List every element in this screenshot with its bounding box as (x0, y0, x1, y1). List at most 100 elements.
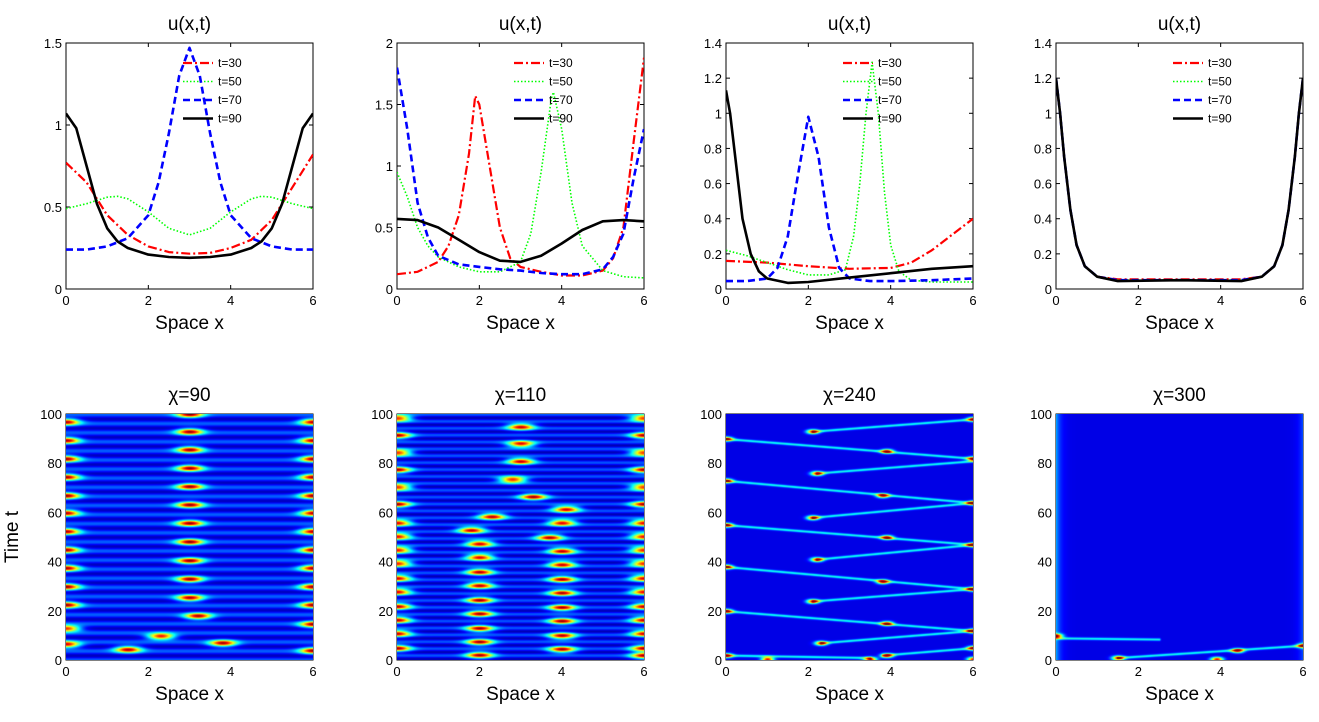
y-tick-label: 0.6 (704, 177, 722, 192)
x-tick-label: 2 (145, 293, 152, 308)
legend-label: t=30 (549, 56, 573, 70)
chart-title: u(x,t) (499, 14, 542, 35)
line-chart-4: u(x,t) Space x 0 2 4 6 0 0.2 0.4 0.6 0.8 1 1.2 1.4 t=3… (1034, 14, 1307, 334)
series-line-t-70 (66, 46, 313, 251)
x-tick-label: 6 (1299, 293, 1306, 308)
y-tick-label: 0.5 (44, 200, 62, 215)
y-tick-label: 20 (1038, 604, 1052, 619)
series-line-t-90 (726, 90, 973, 285)
y-tick-label: 1 (715, 106, 722, 121)
x-tick-label: 4 (558, 293, 565, 308)
series-line-t-30 (726, 217, 973, 270)
series-line-t-90 (66, 112, 313, 260)
series-line-t-30 (1056, 79, 1303, 281)
y-tick-label: 0.8 (704, 141, 722, 156)
series-line-t-90 (397, 217, 644, 264)
x-tick-label: 4 (227, 664, 234, 679)
x-tick-label: 0 (393, 293, 400, 308)
series-line-t-70 (1056, 77, 1303, 282)
y-tick-label: 40 (48, 555, 62, 570)
x-tick-label: 2 (476, 664, 483, 679)
x-tick-label: 6 (309, 293, 316, 308)
x-tick-label: 6 (969, 664, 976, 679)
x-tick-label: 0 (393, 664, 400, 679)
y-tick-label: 0.2 (1034, 247, 1052, 262)
series-line-t-50 (1056, 78, 1303, 281)
legend-label: t=90 (1208, 112, 1232, 126)
legend-label: t=50 (549, 75, 573, 89)
series-line-t-30 (66, 153, 313, 255)
y-tick-label: 100 (1030, 407, 1052, 422)
series-line-t-50 (397, 91, 644, 279)
axes-box (65, 42, 314, 290)
y-tick-label: 0.2 (704, 247, 722, 262)
legend-label: t=90 (549, 112, 573, 126)
y-tick-label: 0.5 (375, 221, 393, 236)
chart-title: u(x,t) (1158, 14, 1201, 35)
y-tick-label: 0.4 (704, 212, 722, 227)
x-tick-label: 0 (62, 293, 69, 308)
x-axis-label: Space x (155, 684, 224, 705)
x-tick-label: 2 (805, 664, 812, 679)
y-tick-label: 60 (708, 505, 722, 520)
x-tick-label: 0 (1052, 664, 1059, 679)
y-tick-label: 2 (386, 36, 393, 51)
legend-label: t=70 (1208, 93, 1232, 107)
heatmap-image (66, 414, 313, 660)
chart-title: χ=240 (823, 385, 876, 406)
x-axis-label: Space x (1145, 313, 1214, 334)
x-tick-label: 6 (640, 293, 647, 308)
y-tick-label: 20 (708, 604, 722, 619)
legend-label: t=50 (1208, 75, 1232, 89)
x-tick-label: 0 (62, 664, 69, 679)
y-tick-label: 100 (371, 407, 393, 422)
y-tick-label: 0 (1045, 653, 1052, 668)
y-tick-label: 20 (48, 604, 62, 619)
legend-label: t=70 (549, 93, 573, 107)
y-tick-label: 1 (55, 118, 62, 133)
legend-label: t=30 (1208, 56, 1232, 70)
x-axis-label: Space x (815, 684, 884, 705)
x-tick-label: 6 (309, 664, 316, 679)
chart-title: u(x,t) (828, 14, 871, 35)
y-tick-label: 0 (55, 653, 62, 668)
y-tick-label: 1 (386, 159, 393, 174)
x-tick-label: 0 (1052, 293, 1059, 308)
series-line-t-90 (1056, 77, 1303, 283)
x-axis-label: Space x (486, 684, 555, 705)
chart-title: χ=90 (168, 385, 210, 406)
line-chart-3: u(x,t) Space x 0 2 4 6 0 0.2 0.4 0.6 0.8 1 1.2 1.4 t=3… (704, 14, 977, 334)
legend-label: t=90 (878, 112, 902, 126)
y-tick-label: 60 (1038, 505, 1052, 520)
heatmap-image (397, 414, 644, 660)
x-tick-label: 6 (1299, 664, 1306, 679)
y-tick-label: 1.2 (1034, 71, 1052, 86)
x-tick-label: 2 (1135, 293, 1142, 308)
x-tick-label: 4 (558, 664, 565, 679)
y-tick-label: 0 (55, 282, 62, 297)
y-tick-label: 1 (1045, 106, 1052, 121)
x-tick-label: 4 (887, 293, 894, 308)
heatmap-image (1056, 414, 1303, 660)
x-tick-label: 2 (476, 293, 483, 308)
x-tick-label: 6 (640, 664, 647, 679)
y-tick-label: 0 (715, 282, 722, 297)
line-chart-1: u(x,t) Space x 0 2 4 6 0 0.5 1 1.5 t=30 t=50 t=70 t=9… (44, 14, 317, 334)
x-tick-label: 2 (805, 293, 812, 308)
legend-label: t=70 (878, 93, 902, 107)
x-tick-label: 0 (722, 664, 729, 679)
x-tick-label: 0 (722, 293, 729, 308)
legend-label: t=30 (218, 56, 242, 70)
y-tick-label: 0.4 (1034, 212, 1052, 227)
heatmap-image (726, 414, 973, 660)
y-tick-label: 80 (48, 456, 62, 471)
y-tick-label: 100 (40, 407, 62, 422)
y-tick-label: 80 (708, 456, 722, 471)
x-tick-label: 4 (887, 664, 894, 679)
y-tick-label: 0 (1045, 282, 1052, 297)
x-axis-label: Space x (155, 313, 224, 334)
